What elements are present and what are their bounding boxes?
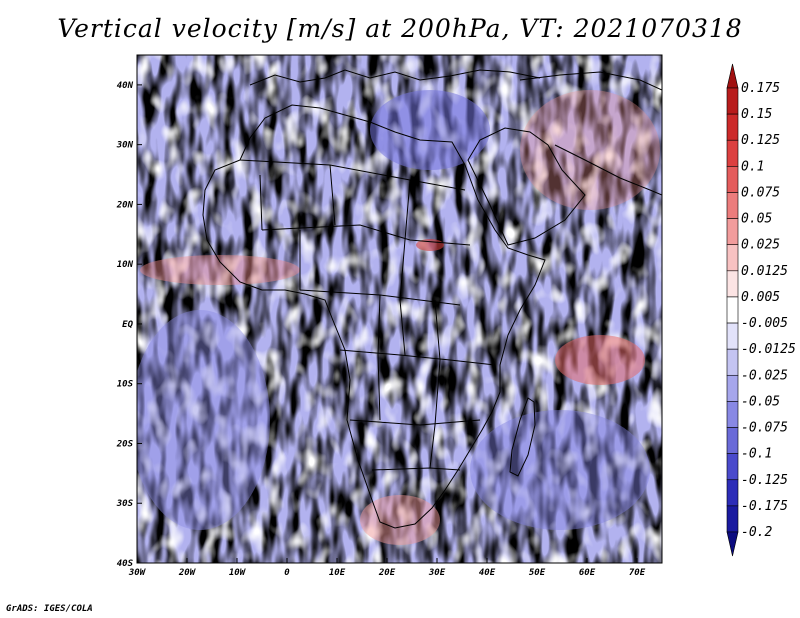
- lon-tick-label: 20W: [178, 568, 197, 578]
- lat-tick-label: 20S: [116, 439, 134, 449]
- colorbar-swatch: [726, 87, 739, 115]
- lat-tick-label: 10N: [117, 260, 134, 270]
- map-frame: [136, 54, 663, 564]
- lon-tick-label: 0: [284, 568, 290, 578]
- colorbar-label: 0.125: [741, 133, 780, 148]
- colorbar-swatch: [726, 192, 739, 219]
- colorbar-label: -0.2: [741, 525, 772, 540]
- lon-tick-label: 10E: [329, 568, 346, 578]
- colorbar-label: -0.1: [741, 447, 772, 462]
- colorbar-label: 0.0125: [741, 264, 788, 279]
- colorbar-swatch: [726, 348, 739, 376]
- colorbar-label: 0.025: [741, 238, 780, 253]
- colorbar-label: -0.0125: [741, 342, 796, 357]
- coastlines: [202, 69, 662, 529]
- colorbar-swatch: [726, 531, 739, 557]
- lat-tick-label: 40S: [117, 559, 134, 569]
- colorbar-swatch: [726, 322, 739, 350]
- lat-tick-label: 30S: [116, 499, 134, 509]
- velocity-field: [137, 55, 662, 563]
- colorbar-swatch: [726, 139, 739, 167]
- colorbar: 0.175 0.15 0.125 0.1 0.075 0.05 0.025 0.0125 0.0…: [726, 63, 796, 557]
- colorbar-swatch: [726, 166, 739, 193]
- lat-tick-label: 30N: [116, 141, 134, 151]
- colorbar-swatch: [726, 270, 739, 298]
- colorbar-label: -0.125: [741, 473, 788, 488]
- colorbar-label: 0.05: [741, 212, 772, 227]
- colorbar-label: 0.005: [741, 290, 780, 305]
- colorbar-swatch: [726, 296, 739, 324]
- colorbar-swatch: [726, 453, 739, 481]
- colorbar-label: 0.15: [741, 107, 772, 122]
- footer-credit: GrADS: IGES/COLA: [6, 604, 93, 614]
- colorbar-swatch: [726, 479, 739, 507]
- colorbar-label: -0.005: [741, 316, 788, 331]
- colorbar-swatch: [726, 427, 739, 454]
- colorbar-label: 0.075: [741, 185, 780, 200]
- lon-tick-label: 30E: [428, 568, 446, 578]
- colorbar-label: 0.1: [741, 159, 764, 174]
- lat-tick-label: 10S: [117, 380, 134, 390]
- axis-ticks: 30W 20W 10W 0 10E 20E 30E 40E 50E 60E 70E 40N 30N 20N…: [116, 81, 646, 578]
- lon-tick-label: 70E: [629, 568, 646, 578]
- lon-tick-label: 10W: [229, 568, 247, 578]
- colorbar-swatch: [726, 63, 739, 89]
- colorbar-label: 0.175: [741, 81, 780, 96]
- colorbar-swatch: [726, 401, 739, 428]
- colorbar-swatch: [726, 244, 739, 272]
- colorbar-swatch: [726, 374, 739, 402]
- colorbar-label: -0.075: [741, 421, 788, 436]
- colorbar-swatch: [726, 505, 739, 533]
- colorbar-swatch: [726, 113, 739, 141]
- lat-tick-label: EQ: [122, 320, 133, 330]
- lat-tick-label: 40N: [117, 81, 134, 91]
- lon-tick-label: 50E: [529, 568, 546, 578]
- lon-tick-label: 20E: [378, 568, 396, 578]
- lon-tick-label: 60E: [579, 568, 596, 578]
- lon-tick-label: 30W: [128, 568, 147, 578]
- colorbar-label: -0.05: [741, 394, 780, 409]
- colorbar-swatch: [726, 218, 739, 246]
- lon-tick-label: 40E: [479, 568, 496, 578]
- colorbar-label: -0.175: [741, 499, 788, 514]
- colorbar-label: -0.025: [741, 368, 788, 383]
- lat-tick-label: 20N: [116, 200, 134, 210]
- chart-title: Vertical velocity [m/s] at 200hPa, VT: 2…: [57, 14, 743, 43]
